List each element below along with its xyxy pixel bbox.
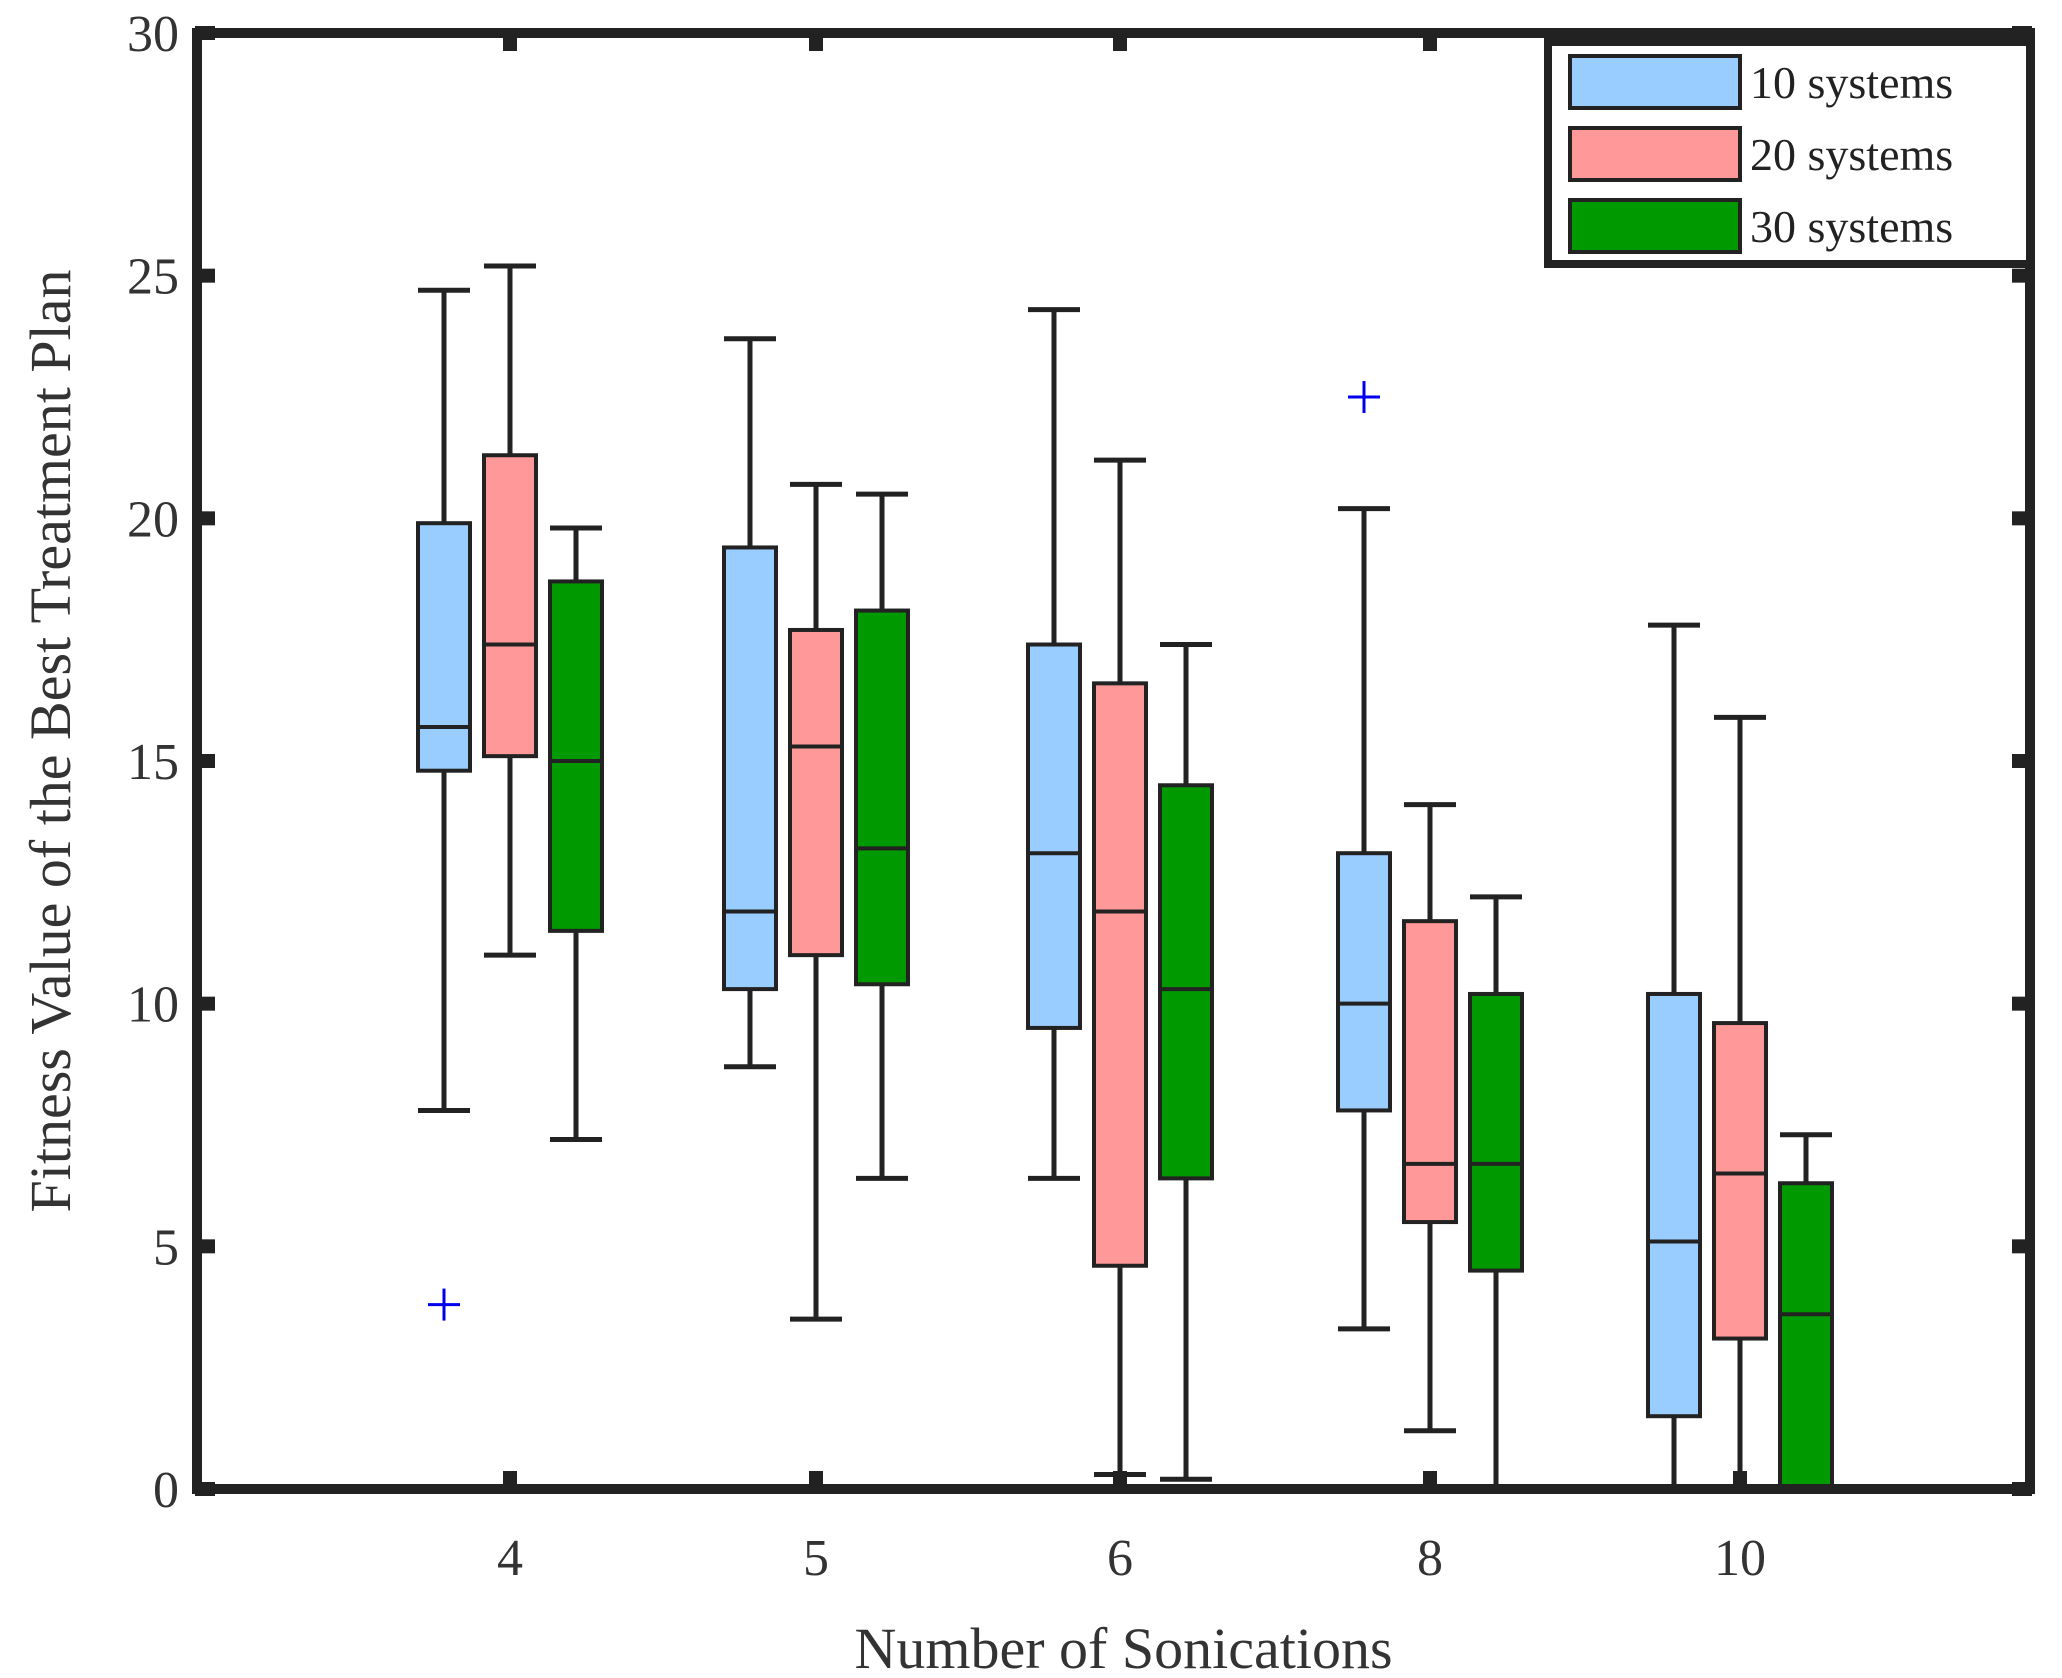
x-tick-label: 6	[1107, 1530, 1133, 1587]
x-tick-label: 8	[1417, 1530, 1443, 1587]
box-group-8-0	[1336, 381, 1392, 1332]
y-tick-left	[195, 1239, 215, 1254]
y-tick-right	[2012, 268, 2032, 283]
y-tick-right	[2012, 26, 2032, 40]
x-tick-top	[503, 31, 517, 51]
x-tick-top	[1423, 31, 1437, 51]
y-tick-right	[2012, 511, 2032, 526]
box-2	[854, 608, 910, 987]
x-tick-bottom	[1113, 1471, 1127, 1491]
y-tick-label: 30	[127, 6, 179, 63]
box-0	[1026, 642, 1082, 1030]
x-tick-label: 4	[497, 1530, 523, 1587]
y-tick-label: 0	[153, 1462, 179, 1519]
box-0	[1336, 851, 1392, 1113]
box-1	[1092, 681, 1148, 1268]
x-tick-bottom	[809, 1471, 823, 1491]
y-tick-right	[2012, 754, 2032, 768]
legend: 10 systems 20 systems 30 systems	[1544, 38, 2034, 268]
box-2	[548, 579, 604, 933]
x-axis-title: Number of Sonications	[854, 1616, 1392, 1678]
box-0	[722, 545, 778, 992]
box-group-4-0	[416, 287, 472, 1321]
box-1	[1402, 919, 1458, 1225]
y-tick-label: 25	[127, 249, 179, 306]
box-0	[416, 521, 472, 773]
outlier-marker	[428, 1288, 460, 1321]
box-group-8-2	[1468, 894, 1524, 1492]
x-tick-top	[809, 31, 823, 51]
box-2	[1468, 991, 1524, 1273]
x-tick-top	[1113, 31, 1127, 51]
x-tick-bottom	[503, 1471, 517, 1491]
legend-swatch	[1568, 126, 1742, 182]
box-1	[788, 627, 844, 958]
box-group-6-2	[1158, 642, 1214, 1482]
y-tick-left	[195, 26, 215, 40]
y-tick-right	[2012, 1239, 2032, 1254]
box-0	[1646, 991, 1702, 1419]
box-group-8-1	[1402, 802, 1458, 1434]
box-1	[482, 453, 538, 759]
legend-label: 10 systems	[1750, 57, 1953, 108]
box-group-10-0	[1646, 622, 1702, 1492]
x-tick-label: 5	[803, 1530, 829, 1587]
y-tick-label: 20	[127, 491, 179, 548]
outlier-marker	[1348, 381, 1380, 413]
box-2	[1778, 1181, 1834, 1491]
plot-area	[416, 263, 1834, 1492]
box-group-5-0	[722, 336, 778, 1070]
box-1	[1712, 1021, 1768, 1341]
y-tick-right	[2012, 1482, 2032, 1496]
box-group-5-1	[788, 481, 844, 1322]
axes: 0 5 10 15 20 25 30 4 5 6 8 10 Number of Sonications F…	[18, 6, 2035, 1678]
box-group-10-1	[1712, 714, 1768, 1492]
box-group-6-0	[1026, 307, 1082, 1181]
legend-label: 30 systems	[1750, 201, 1953, 252]
box-group-5-2	[854, 491, 910, 1181]
y-tick-label: 5	[153, 1219, 179, 1276]
y-axis-title: Fitness Value of the Best Treatment Plan	[18, 269, 83, 1212]
box-group-10-2	[1778, 1132, 1834, 1492]
y-tick-right	[2012, 996, 2032, 1011]
x-tick-bottom	[1423, 1471, 1437, 1491]
box-group-6-1	[1092, 457, 1148, 1477]
legend-swatch	[1568, 198, 1742, 254]
legend-swatch	[1568, 54, 1742, 110]
box-2	[1158, 783, 1214, 1181]
y-tick-left	[195, 996, 215, 1011]
x-tick-label: 10	[1714, 1530, 1766, 1587]
y-tick-left	[195, 511, 215, 526]
y-tick-left	[195, 754, 215, 768]
y-tick-left	[195, 268, 215, 283]
y-tick-left	[195, 1482, 215, 1496]
y-tick-label: 15	[127, 734, 179, 791]
legend-label: 20 systems	[1750, 129, 1953, 180]
y-tick-label: 10	[127, 977, 179, 1034]
x-tick-bottom	[1733, 1471, 1747, 1491]
box-group-4-1	[482, 263, 538, 958]
box-group-4-2	[548, 525, 604, 1143]
